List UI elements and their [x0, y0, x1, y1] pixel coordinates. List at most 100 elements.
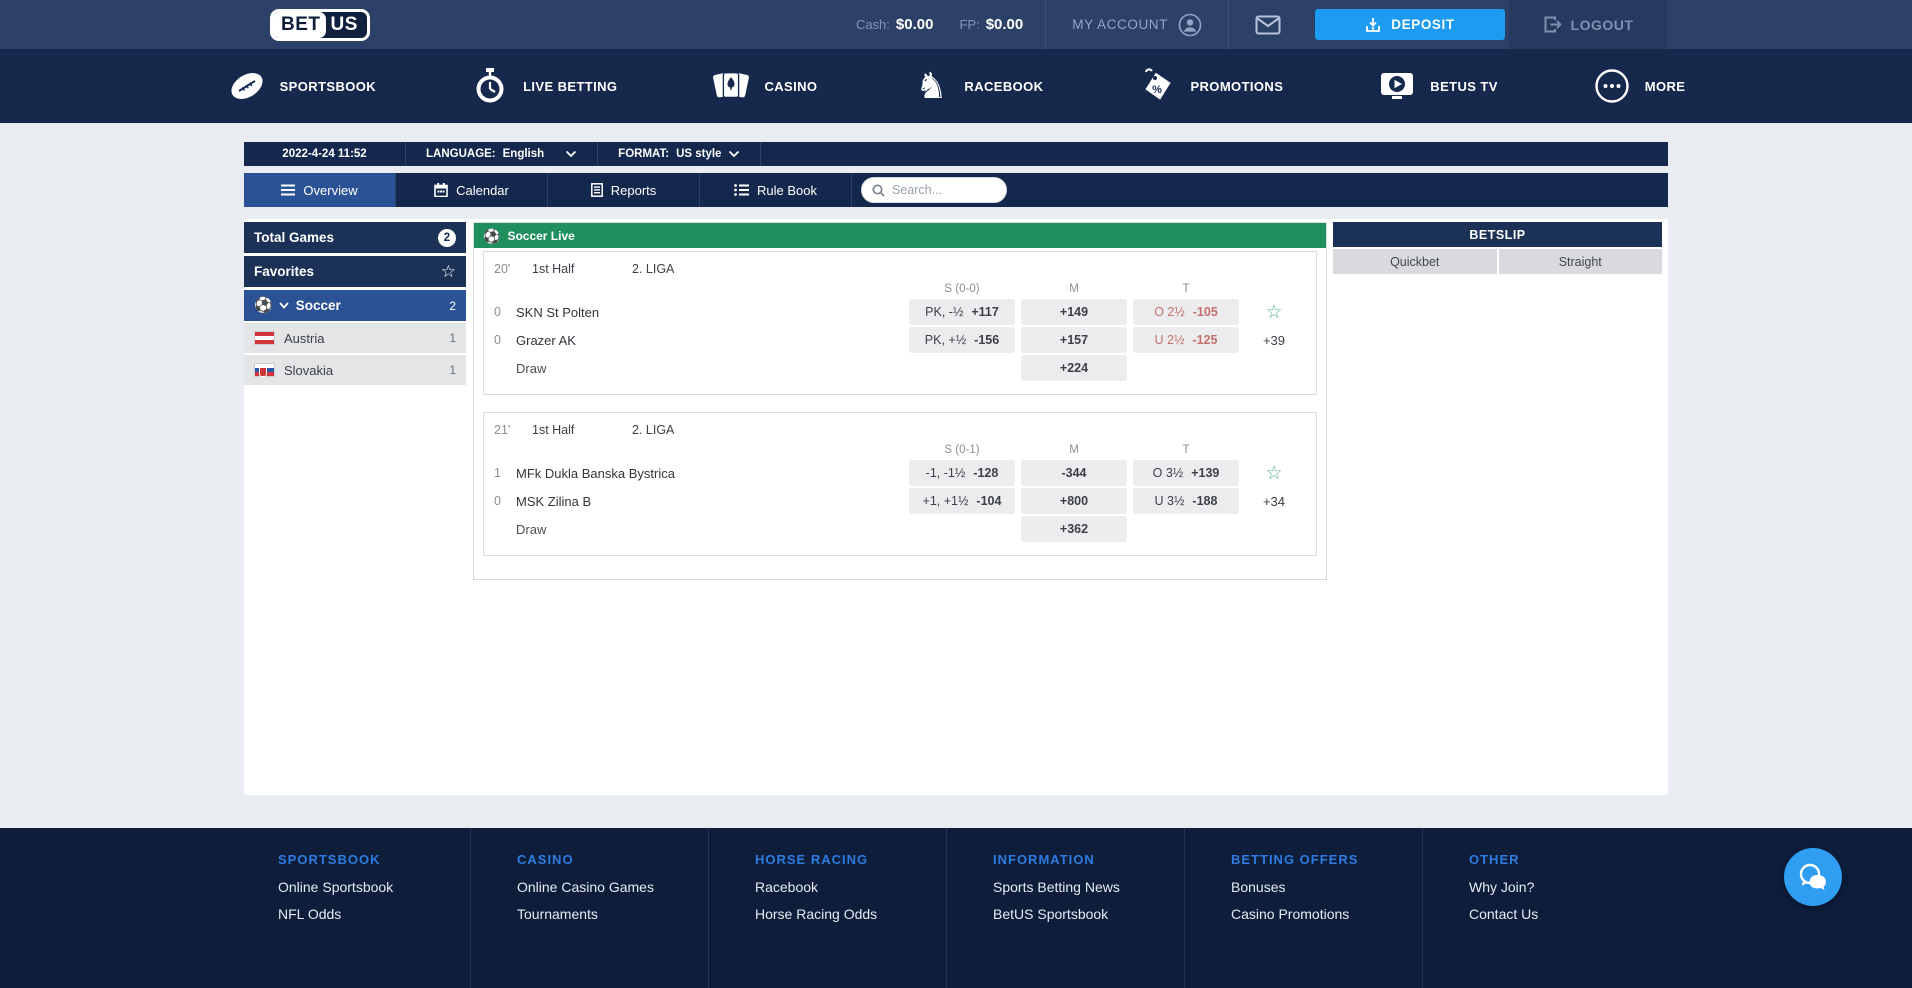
tab-overview[interactable]: Overview	[244, 173, 396, 207]
footer-link[interactable]: Online Sportsbook	[278, 879, 394, 895]
promo-tag-icon: %	[1137, 66, 1177, 106]
spread-odds-button[interactable]: PK, -½ +117	[909, 299, 1015, 325]
tab-label: Calendar	[456, 182, 509, 198]
footer-link[interactable]: NFL Odds	[278, 906, 342, 922]
game-minute: 20'	[494, 262, 511, 276]
nav-casino[interactable]: CASINO	[664, 49, 864, 123]
tab-calendar[interactable]: Calendar	[396, 173, 548, 207]
star-icon: ☆	[440, 262, 456, 281]
tab-reports[interactable]: Reports	[548, 173, 700, 207]
my-account-button[interactable]: MY ACCOUNT	[1046, 0, 1228, 49]
logout-button[interactable]: LOGOUT	[1509, 0, 1667, 49]
home-team-name: MFk Dukla Banska Bystrica	[516, 465, 675, 481]
footer-column-casino: CASINO Online Casino Games Tournaments	[470, 828, 708, 988]
more-bets-count[interactable]: +39	[1262, 332, 1286, 348]
chevron-down-icon	[729, 150, 740, 158]
mail-icon	[1255, 15, 1281, 34]
nav-label: RACEBOOK	[964, 78, 1044, 94]
info-bar: 2022-4-24 11:52 LANGUAGE: English FORMAT…	[244, 142, 1668, 166]
nav-promotions[interactable]: % PROMOTIONS	[1090, 49, 1330, 123]
language-label: LANGUAGE:	[426, 148, 496, 160]
footer-link[interactable]: Horse Racing Odds	[755, 906, 878, 922]
sidebar-item-total-games[interactable]: Total Games 2	[244, 222, 466, 253]
deposit-button[interactable]: DEPOSIT	[1315, 9, 1505, 40]
svg-text:%: %	[1153, 84, 1163, 96]
footer-link[interactable]: BetUS Sportsbook	[993, 906, 1109, 922]
moneyline-header: M	[1069, 283, 1079, 295]
spread-header: S (0-0)	[944, 283, 980, 295]
total-odds-button[interactable]: U 2½ -125	[1133, 327, 1239, 353]
sidebar-item-slovakia[interactable]: Slovakia 1	[244, 355, 466, 385]
nav-racebook[interactable]: ♞ RACEBOOK	[864, 49, 1090, 123]
footer-link[interactable]: Racebook	[755, 879, 819, 895]
sidebar-item-austria[interactable]: Austria 1	[244, 323, 466, 353]
nav-label: BETUS TV	[1430, 78, 1498, 94]
soccer-ball-icon: ⚽	[254, 297, 273, 314]
moneyline-header: M	[1069, 444, 1079, 456]
footer-link[interactable]: Casino Promotions	[1231, 906, 1350, 922]
footer-link[interactable]: Tournaments	[517, 906, 598, 922]
nav-label: PROMOTIONS	[1190, 78, 1284, 94]
footer-heading: SPORTSBOOK	[278, 852, 381, 867]
language-selector[interactable]: LANGUAGE: English	[406, 142, 599, 166]
favorite-star-icon[interactable]: ☆	[1265, 301, 1283, 323]
stopwatch-icon	[470, 66, 510, 106]
more-bets-count[interactable]: +34	[1262, 493, 1286, 509]
chevron-down-icon	[566, 150, 577, 158]
footer-link[interactable]: Contact Us	[1469, 906, 1539, 922]
game-league: 2. LIGA	[632, 423, 675, 437]
nav-live-betting[interactable]: LIVE BETTING	[423, 49, 664, 123]
soccer-label: Soccer	[295, 298, 341, 313]
chevron-down-icon	[279, 302, 289, 309]
nav-betus-tv[interactable]: BETUS TV	[1330, 49, 1544, 123]
footer-link[interactable]: Online Casino Games	[517, 879, 654, 895]
fp-label: FP:	[959, 17, 980, 32]
draw-odds-button[interactable]: +362	[1021, 516, 1127, 542]
spread-odds-button[interactable]: PK, +½ -156	[909, 327, 1015, 353]
spread-odds-button[interactable]: -1, -1½ -128	[909, 460, 1015, 486]
top-bar: BET US Cash: $0.00 FP: $0.00 MY ACCOUNT	[0, 0, 1912, 49]
moneyline-odds-button[interactable]: +157	[1021, 327, 1127, 353]
horse-icon: ♞	[915, 65, 948, 106]
total-odds-button[interactable]: O 3½ +139	[1133, 460, 1239, 486]
total-odds-button[interactable]: O 2½ -105	[1133, 299, 1239, 325]
section-header: ⚽ Soccer Live	[474, 223, 1326, 248]
footer-link[interactable]: Why Join?	[1469, 879, 1535, 895]
format-value: US style	[676, 148, 722, 160]
nav-sportsbook[interactable]: SPORTSBOOK	[180, 49, 423, 123]
footer-link[interactable]: Bonuses	[1231, 879, 1286, 895]
tab-rule-book[interactable]: Rule Book	[700, 173, 852, 207]
betslip-tab-quickbet[interactable]: Quickbet	[1333, 249, 1497, 274]
football-icon	[227, 66, 267, 106]
moneyline-odds-button[interactable]: -344	[1021, 460, 1127, 486]
content-area: Total Games 2 Favorites ☆ ⚽ Soccer 2 Aus…	[244, 219, 1668, 795]
messages-button[interactable]	[1229, 15, 1307, 35]
moneyline-odds-button[interactable]: +800	[1021, 488, 1127, 514]
moneyline-odds-button[interactable]: +149	[1021, 299, 1127, 325]
my-account-label: MY ACCOUNT	[1072, 17, 1168, 32]
draw-odds-button[interactable]: +224	[1021, 355, 1127, 381]
person-circle-icon	[1178, 13, 1202, 36]
format-selector[interactable]: FORMAT: US style	[598, 142, 762, 166]
cards-icon	[711, 66, 751, 106]
away-team-row: 0 MSK Zilina B +1, +1½ -104 +800 U 3½ -188…	[494, 487, 1306, 515]
spread-odds-button[interactable]: +1, +1½ -104	[909, 488, 1015, 514]
nav-more[interactable]: MORE	[1545, 49, 1733, 123]
betus-logo[interactable]: BET US	[270, 8, 370, 41]
total-odds-button[interactable]: U 3½ -188	[1133, 488, 1239, 514]
footer-link[interactable]: Sports Betting News	[993, 879, 1120, 895]
search-input[interactable]	[892, 183, 992, 197]
game-card: 21' 1st Half 2. LIGA S (0-1) M T 1 MFk D…	[483, 412, 1317, 556]
tab-label: Rule Book	[757, 182, 817, 198]
sidebar-item-favorites[interactable]: Favorites ☆	[244, 256, 466, 287]
chat-bubble-icon	[1799, 863, 1826, 890]
home-team-row: 0 SKN St Polten PK, -½ +117 +149 O 2½ -105…	[494, 298, 1306, 326]
betslip-tab-straight[interactable]: Straight	[1498, 249, 1662, 274]
footer-column-horse-racing: HORSE RACING Racebook Horse Racing Odds	[708, 828, 946, 988]
sidebar-item-soccer[interactable]: ⚽ Soccer 2	[244, 290, 466, 321]
favorite-star-icon[interactable]: ☆	[1265, 462, 1283, 484]
live-chat-button[interactable]	[1784, 848, 1842, 906]
country-count: 1	[449, 363, 456, 377]
away-team-row: 0 Grazer AK PK, +½ -156 +157 U 2½ -125 +39	[494, 326, 1306, 354]
balance-display: Cash: $0.00 FP: $0.00	[856, 16, 1023, 33]
